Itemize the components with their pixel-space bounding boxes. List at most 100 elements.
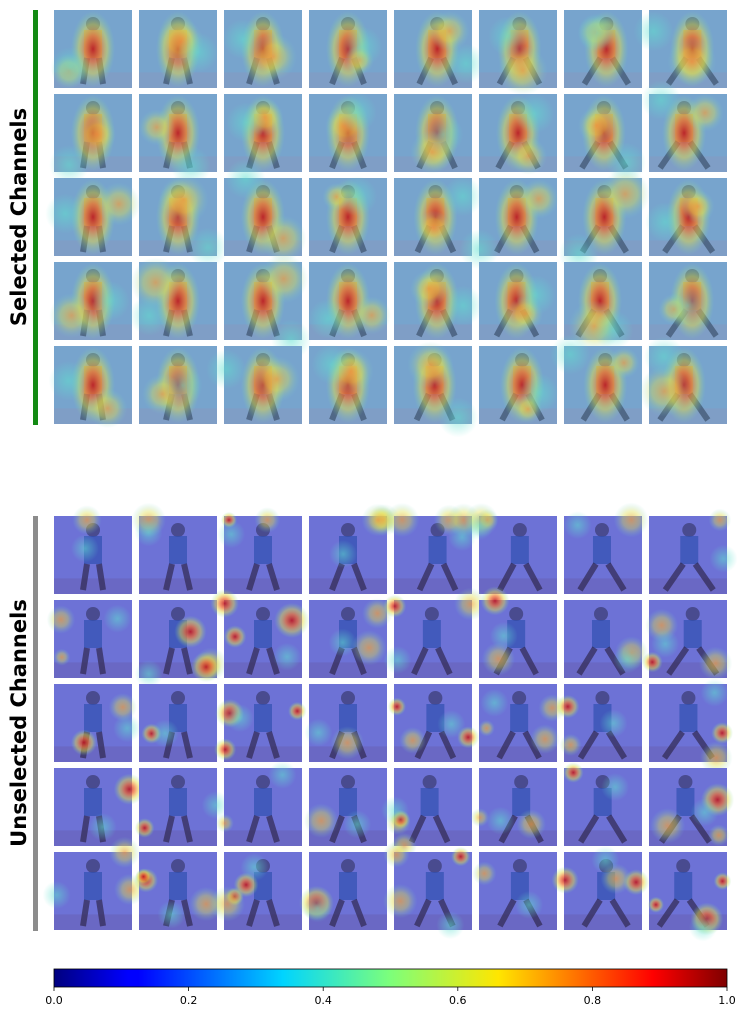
body	[680, 536, 699, 564]
floor	[54, 578, 132, 594]
activation	[259, 254, 309, 304]
activation	[599, 709, 628, 738]
head	[682, 523, 697, 537]
floor	[224, 830, 302, 846]
activation	[387, 697, 406, 716]
activation	[711, 722, 734, 744]
head	[341, 607, 355, 621]
activation	[650, 808, 686, 844]
heatmap-thumbnail	[649, 262, 727, 340]
legs	[416, 562, 459, 592]
body	[679, 704, 698, 732]
activation	[337, 176, 378, 217]
activation	[49, 293, 95, 338]
activation	[134, 518, 163, 547]
body	[84, 704, 102, 732]
activation	[551, 866, 579, 894]
legs	[246, 815, 280, 843]
heatmap-thumbnail	[383, 587, 487, 678]
activation	[303, 803, 339, 839]
legs	[329, 898, 367, 928]
floor	[54, 662, 132, 678]
panel-label: Selected Channels	[7, 108, 31, 326]
heatmap-thumbnail	[309, 176, 387, 256]
head	[171, 859, 185, 873]
activation	[217, 520, 246, 549]
head	[427, 859, 442, 873]
body	[510, 704, 529, 732]
activation	[253, 356, 300, 403]
heatmap-thumbnail	[459, 178, 559, 270]
activation	[328, 628, 357, 657]
activation	[77, 115, 117, 154]
panel-bar	[33, 10, 38, 425]
legs	[246, 899, 280, 927]
body	[169, 872, 187, 900]
activation	[480, 586, 510, 616]
head	[512, 859, 527, 873]
activation	[108, 693, 137, 722]
activation	[70, 534, 99, 563]
floor	[479, 830, 557, 846]
activation	[113, 714, 142, 743]
heatmap-thumbnail	[472, 852, 557, 930]
body	[510, 536, 529, 564]
colorbar	[54, 969, 727, 987]
activation	[268, 760, 297, 789]
activation	[158, 174, 209, 225]
activation	[225, 704, 254, 733]
floor	[54, 914, 132, 930]
activation	[135, 868, 152, 885]
activation	[465, 512, 494, 541]
activation	[443, 285, 484, 326]
head	[676, 859, 691, 873]
floor	[309, 578, 387, 594]
colorbar-ticks: 0.0 0.2 0.4 0.6 0.8 1.0	[45, 968, 736, 1007]
activation	[708, 824, 730, 847]
activation	[514, 93, 555, 134]
activation	[699, 741, 733, 775]
heatmap-thumbnail	[42, 836, 146, 930]
activation	[613, 645, 642, 674]
head	[428, 691, 443, 705]
body	[84, 788, 102, 816]
body	[254, 536, 272, 564]
head	[171, 607, 185, 621]
activation	[407, 341, 454, 389]
activation	[515, 890, 544, 919]
floor	[139, 746, 217, 762]
activation	[713, 872, 732, 890]
activation	[157, 900, 186, 929]
activation	[210, 589, 239, 618]
activation	[134, 818, 155, 838]
activation	[633, 11, 674, 52]
activation	[260, 215, 307, 262]
floor	[649, 578, 727, 594]
heatmap-thumbnail	[556, 684, 642, 762]
floor	[309, 914, 387, 930]
activation	[352, 296, 391, 335]
head	[86, 859, 100, 873]
activation	[206, 349, 247, 390]
head	[256, 775, 270, 789]
activation	[336, 92, 377, 133]
activation	[470, 808, 490, 827]
activation	[190, 651, 222, 683]
body	[339, 872, 357, 900]
activation	[690, 798, 719, 827]
activation	[223, 625, 247, 648]
activation	[383, 645, 412, 674]
heatmap-thumbnail	[134, 600, 228, 688]
heatmap-thumbnail	[49, 262, 132, 340]
heatmap-thumbnail	[387, 684, 480, 762]
heatmap-thumbnail	[479, 586, 557, 678]
activation	[559, 733, 582, 756]
heatmap-thumbnail	[647, 852, 732, 942]
activation	[42, 881, 71, 910]
body	[254, 704, 272, 732]
heatmap-thumbnail	[633, 10, 727, 88]
activation	[361, 503, 395, 537]
tick-label: 0.6	[449, 994, 467, 1007]
colorbar-frame	[53, 968, 728, 988]
